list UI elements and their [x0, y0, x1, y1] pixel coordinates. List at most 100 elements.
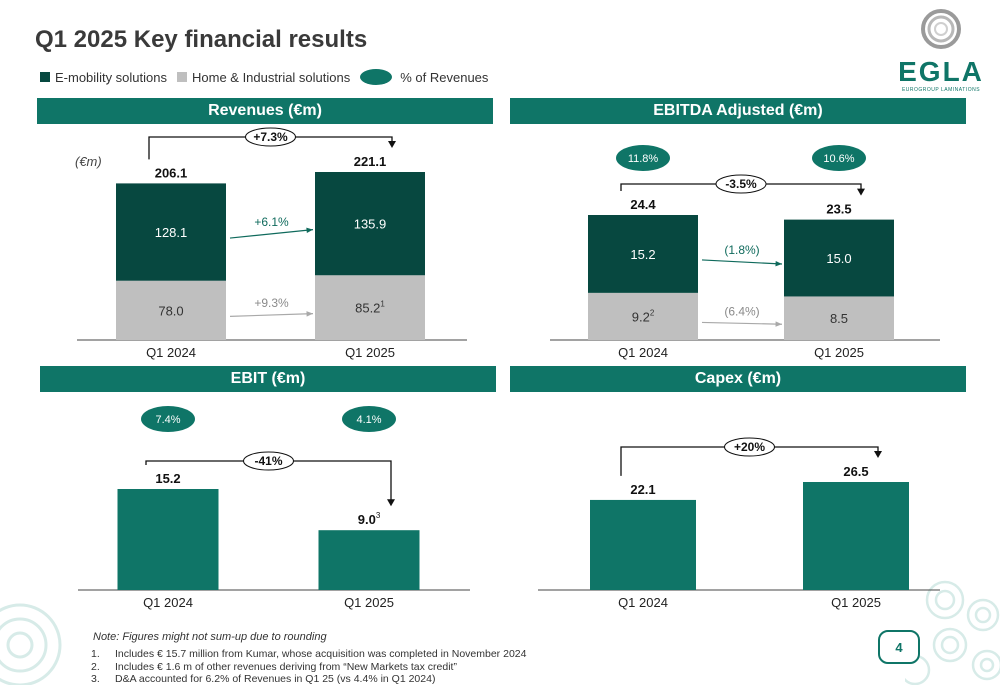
page-title: Q1 2025 Key financial results: [35, 26, 368, 53]
page-number: 4: [878, 630, 920, 664]
bar: [590, 499, 696, 590]
bar: [318, 530, 420, 590]
ebit-title: EBIT (€m): [230, 370, 306, 387]
decorative-gear-pattern-right-icon: [905, 580, 1000, 685]
growth-total-label: -41%: [254, 454, 282, 468]
x-tick-label: Q1 2025: [814, 345, 864, 360]
unit-label: (€m): [75, 154, 102, 169]
revenues-chart: 78.0 128.1 206.1 Q1 2024 85.21 135.9 221.1 Q1 2…: [75, 127, 467, 360]
legend-swatch-pct-revenues: [360, 69, 393, 85]
growth-emobility-arrow-head: [306, 227, 313, 233]
ebit-chart: 15.2 Q1 2024 7.4% 9.03 Q1 2025 4.1% -41%: [78, 406, 470, 610]
bar-segment-home-industrial: [315, 275, 425, 340]
bar-total-label: 15.2: [155, 471, 180, 486]
bar-label-home-industrial: 78.0: [158, 303, 183, 318]
capex-header: Capex (€m): [510, 366, 966, 392]
capex-title: Capex (€m): [694, 370, 782, 387]
bar-label-home-industrial: 8.5: [830, 311, 848, 326]
bar-total-label: 26.5: [843, 464, 868, 479]
x-tick-label: Q1 2025: [344, 595, 394, 610]
x-tick-label: Q1 2024: [146, 345, 196, 360]
pct-revenues-label: 10.6%: [823, 153, 854, 165]
growth-arrow-head: [387, 499, 395, 507]
growth-total-label: -3.5%: [725, 177, 757, 191]
x-tick-label: Q1 2024: [143, 595, 193, 610]
bar-label-emobility: 15.0: [826, 251, 851, 266]
bar-segment-emobility: [116, 183, 226, 281]
pct-revenues-label: 7.4%: [155, 414, 180, 426]
revenues-title: Revenues (€m): [208, 102, 322, 119]
ebitda-title: EBITDA Adjusted (€m): [653, 102, 823, 119]
logo-tagline: EUROGROUP LAMINATIONS: [901, 87, 981, 93]
revenues-header: Revenues (€m): [37, 98, 493, 124]
bar-segment-emobility: [315, 172, 425, 276]
footnote-number: 1.: [91, 648, 100, 660]
bar-segment-home-industrial: [784, 296, 894, 340]
bar-total-label: 9.03: [358, 511, 381, 527]
capex-chart: 22.1 Q1 2024 26.5 Q1 2025 +20%: [538, 437, 940, 610]
growth-arrow-head: [874, 451, 882, 458]
ebitda-chart: 9.22 15.2 24.4 Q1 2024 11.8% 8.5 15.0 23.5 Q1 20…: [550, 145, 940, 360]
ebit-header: EBIT (€m): [40, 366, 496, 392]
x-tick-label: Q1 2024: [618, 345, 668, 360]
footnote-text: Includes € 15.7 million from Kumar, whos…: [115, 648, 527, 660]
growth-home-industrial-label: +9.3%: [254, 296, 289, 310]
footnote-number: 3.: [91, 673, 100, 685]
legend-swatch-emobility: [40, 72, 50, 82]
growth-total-label: +7.3%: [253, 130, 288, 144]
footnote-3: 3. D&A accounted for 6.2% of Revenues in …: [91, 673, 435, 685]
x-tick-label: Q1 2025: [831, 595, 881, 610]
rounding-note: Note: Figures might not sum-up due to ro…: [93, 631, 327, 643]
legend-swatch-home-industrial: [177, 72, 187, 82]
x-tick-label: Q1 2024: [618, 595, 668, 610]
pct-revenues-bubble: [812, 145, 866, 171]
legend-label-emobility: E-mobility solutions: [55, 69, 167, 85]
legend-label-pct-revenues: % of Revenues: [400, 69, 489, 85]
growth-home-industrial-arrow: [701, 321, 783, 325]
x-tick-label: Q1 2025: [345, 345, 395, 360]
bar-label-home-industrial: 85.21: [355, 300, 385, 316]
pct-revenues-bubble: [141, 406, 195, 432]
bar-total-label: 24.4: [630, 197, 656, 212]
decorative-gear-pattern-icon: [0, 603, 62, 685]
growth-emobility-label: +6.1%: [254, 215, 289, 229]
growth-home-industrial-arrow-head: [306, 311, 313, 317]
growth-emobility-arrow: [229, 229, 314, 239]
bar-label-emobility: 128.1: [155, 225, 188, 240]
growth-arrow-head: [388, 141, 396, 148]
bar-segment-home-industrial: [588, 292, 698, 340]
bar-total-label: 221.1: [354, 154, 387, 169]
bar-label-emobility: 15.2: [630, 247, 655, 262]
bar-segment-emobility: [588, 215, 698, 293]
growth-bubble: [715, 174, 767, 194]
growth-emobility-label: (1.8%): [724, 243, 759, 257]
logo-text: EGLA: [898, 56, 984, 87]
logo-rings-icon: [888, 4, 994, 96]
bar: [803, 482, 909, 590]
legend-label-home-industrial: Home & Industrial solutions: [192, 69, 351, 85]
bar-label-emobility: 135.9: [354, 217, 387, 232]
pct-revenues-label: 4.1%: [356, 414, 381, 426]
growth-home-industrial-label: (6.4%): [724, 304, 759, 318]
legend: E-mobility solutions Home & Industrial s…: [40, 69, 488, 85]
footnote-2: 2. Includes € 1.6 m of other revenues der…: [91, 661, 457, 673]
company-logo: EGLA EUROGROUP LAMINATIONS: [888, 4, 994, 96]
bar-total-label: 23.5: [826, 202, 851, 217]
growth-home-industrial-arrow-head: [775, 321, 782, 327]
growth-home-industrial-arrow: [229, 313, 314, 317]
footnote-number: 2.: [91, 661, 100, 673]
growth-total-label: +20%: [734, 440, 765, 454]
growth-emobility-arrow-head: [775, 260, 782, 267]
growth-bubble: [724, 437, 775, 457]
pct-revenues-bubble: [616, 145, 670, 171]
growth-bubble: [245, 127, 296, 147]
footnote-1: 1. Includes € 15.7 million from Kumar, wh…: [91, 648, 526, 660]
growth-bubble: [243, 451, 294, 471]
growth-arrow-head: [857, 188, 865, 196]
footnote-text: Includes € 1.6 m of other revenues deriv…: [115, 661, 457, 673]
bar-total-label: 22.1: [630, 482, 655, 497]
bar-label-home-industrial: 9.22: [632, 308, 655, 324]
pct-revenues-label: 11.8%: [628, 153, 659, 165]
bar-segment-home-industrial: [116, 280, 226, 340]
bar: [117, 489, 219, 590]
